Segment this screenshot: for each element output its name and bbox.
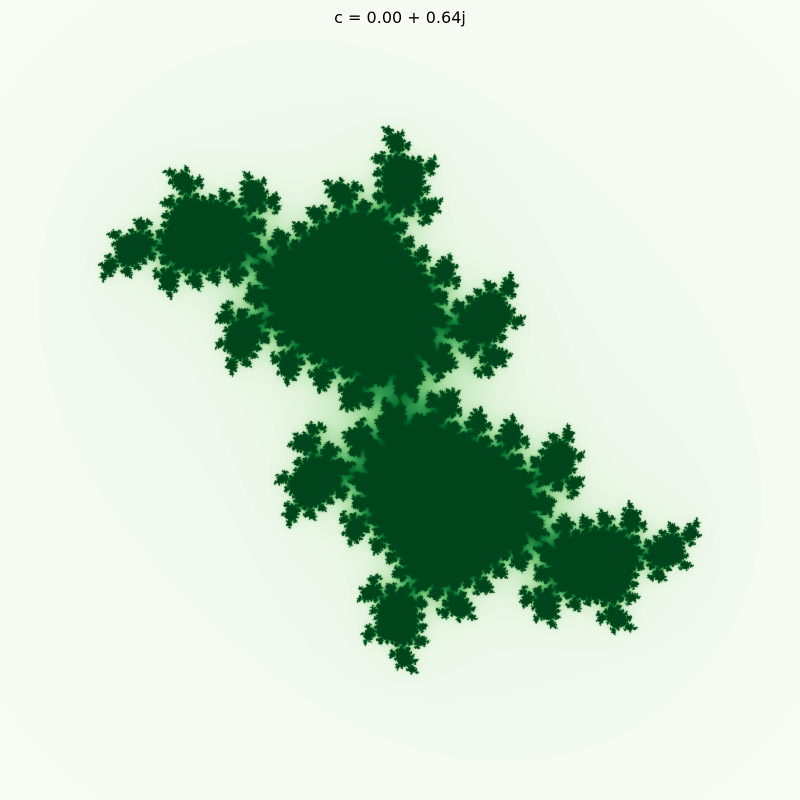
- julia-set-image: [0, 0, 800, 800]
- julia-set-figure: c = 0.00 + 0.64j: [0, 0, 800, 800]
